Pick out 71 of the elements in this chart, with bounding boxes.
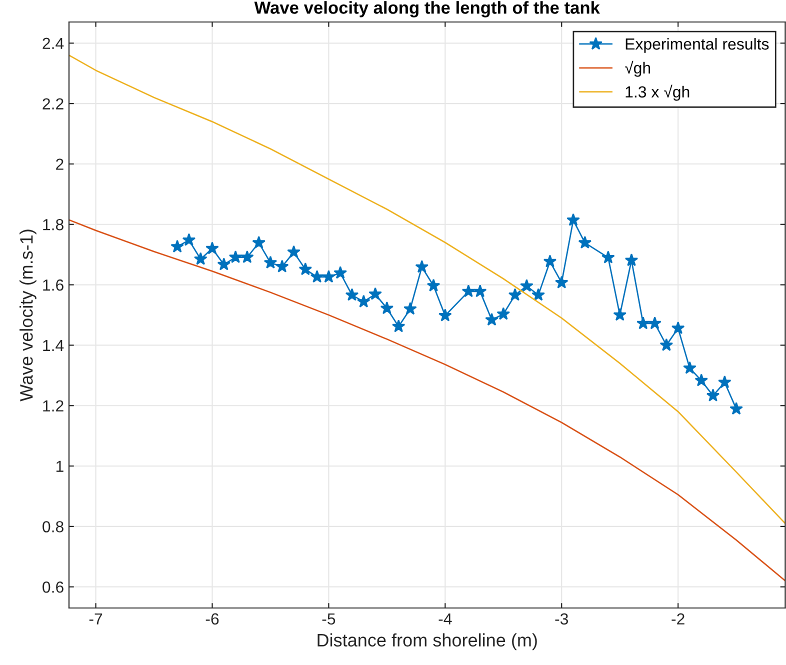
point bbox=[566, 213, 580, 226]
point bbox=[578, 236, 592, 249]
point bbox=[194, 252, 208, 265]
y-tick-label: 1.4 bbox=[43, 340, 64, 351]
line-series bbox=[69, 219, 786, 582]
y-tick-label: 2.2 bbox=[42, 98, 64, 110]
point bbox=[206, 242, 219, 254]
x-tick-label: -2 bbox=[672, 613, 684, 624]
x-axis-title: Distance from shoreline (m) bbox=[318, 633, 537, 650]
point bbox=[228, 250, 242, 264]
point bbox=[496, 307, 510, 320]
point bbox=[636, 316, 650, 330]
point bbox=[532, 288, 545, 301]
y-tick-label: 2.4 bbox=[42, 38, 64, 49]
point bbox=[520, 279, 534, 292]
x-tick-label: -4 bbox=[438, 613, 452, 624]
point bbox=[357, 294, 370, 308]
point bbox=[602, 250, 615, 264]
point bbox=[694, 374, 708, 386]
x-tick-label: -7 bbox=[89, 613, 102, 624]
point bbox=[217, 258, 231, 270]
point bbox=[438, 308, 452, 322]
point bbox=[310, 270, 324, 283]
point bbox=[287, 245, 300, 258]
point bbox=[404, 302, 417, 315]
point bbox=[264, 256, 278, 268]
point bbox=[730, 402, 743, 415]
point bbox=[624, 253, 638, 266]
y-axis-title: Wave velocity (m.s-1) bbox=[20, 230, 36, 402]
point bbox=[380, 301, 394, 314]
y-tick-label: 1.2 bbox=[43, 400, 64, 412]
y-tick-label: 0.6 bbox=[42, 581, 64, 593]
point bbox=[298, 262, 312, 276]
y-tick-label: 2 bbox=[56, 158, 64, 170]
legend-label: √gh bbox=[624, 60, 650, 77]
point bbox=[275, 260, 289, 272]
point bbox=[671, 321, 685, 334]
point bbox=[718, 375, 732, 388]
point bbox=[368, 287, 382, 300]
point bbox=[182, 233, 196, 246]
legend-label: Experimental results bbox=[626, 38, 769, 53]
point bbox=[322, 270, 336, 283]
point bbox=[170, 240, 184, 252]
point bbox=[485, 312, 498, 326]
point bbox=[648, 316, 662, 330]
legend-label: 1.3 x √gh bbox=[626, 84, 690, 101]
point bbox=[660, 338, 674, 351]
point bbox=[240, 250, 254, 264]
y-tick-label: 1.6 bbox=[43, 279, 64, 291]
x-tick-label: -5 bbox=[322, 613, 336, 625]
point bbox=[706, 388, 720, 402]
point bbox=[543, 254, 557, 268]
line-series bbox=[69, 54, 786, 524]
point bbox=[345, 288, 359, 301]
point bbox=[392, 320, 406, 332]
point bbox=[554, 276, 568, 288]
point bbox=[683, 361, 696, 374]
y-tick-label: 1 bbox=[56, 460, 64, 472]
point bbox=[334, 266, 347, 279]
point bbox=[473, 284, 487, 298]
point bbox=[462, 284, 476, 298]
x-tick-label: -6 bbox=[206, 613, 219, 625]
x-tick-label: -3 bbox=[555, 613, 568, 625]
y-tick-label: 1.8 bbox=[43, 219, 64, 230]
point bbox=[613, 308, 626, 321]
point bbox=[426, 278, 440, 292]
y-tick-label: 0.8 bbox=[42, 521, 64, 532]
point bbox=[415, 260, 429, 273]
chart-title: Wave velocity along the length of the tank bbox=[254, 1, 600, 18]
point bbox=[508, 288, 522, 301]
point bbox=[252, 236, 266, 249]
